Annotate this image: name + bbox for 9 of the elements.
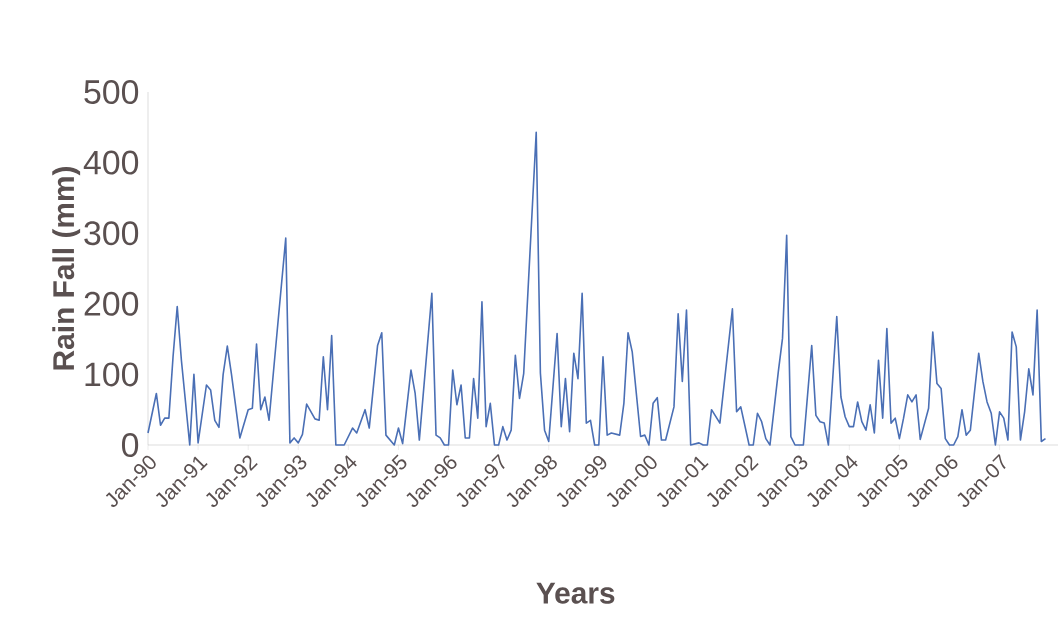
y-tick-label: 200 xyxy=(84,291,139,316)
y-tick-label: 400 xyxy=(83,150,139,175)
x-axis-title: Years xyxy=(536,582,615,604)
line-series xyxy=(147,131,1047,446)
y-tick-label: 100 xyxy=(85,362,139,387)
y-tick-label: 500 xyxy=(84,80,139,104)
y-tick-label: 300 xyxy=(84,221,139,246)
y-axis-title: Rain Fall (mm) xyxy=(52,167,81,370)
y-tick-label: 0 xyxy=(121,433,139,457)
